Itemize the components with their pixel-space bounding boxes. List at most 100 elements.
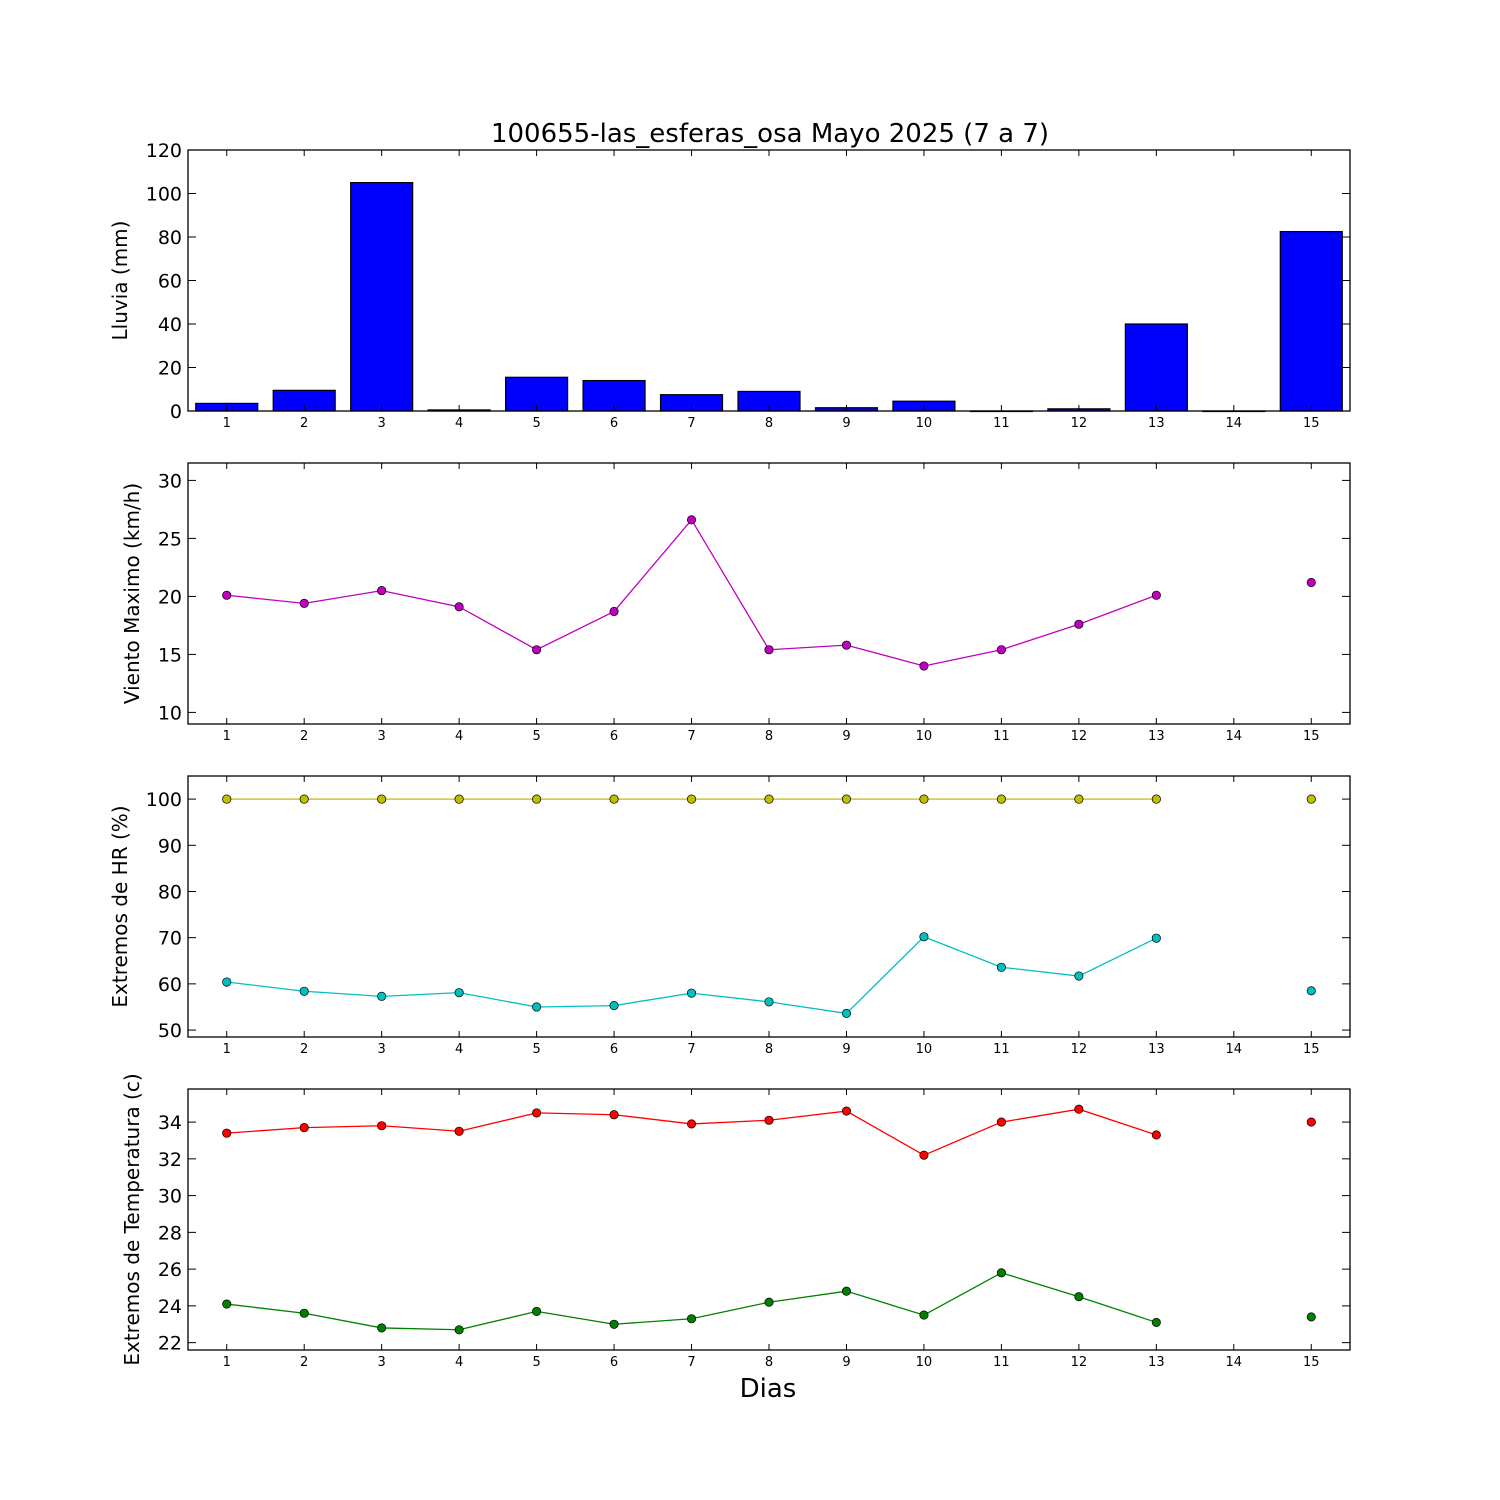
series-2-point-day-3 — [377, 1323, 387, 1333]
y-tick-label: 70 — [158, 928, 182, 950]
series-2-point-day-9 — [841, 1286, 852, 1296]
series-1-point-day-3 — [377, 794, 387, 804]
y-tick-label: 10 — [158, 702, 182, 724]
x-tick-label: 11 — [993, 416, 1010, 431]
series-2-point-day-1 — [222, 977, 232, 987]
series-1-point-day-4 — [454, 602, 464, 612]
series-2-point-day-12 — [1074, 971, 1084, 981]
x-tick-label: 12 — [1071, 416, 1088, 431]
x-tick-label: 1 — [223, 729, 231, 744]
x-tick-label: 6 — [610, 1042, 618, 1057]
x-tick-label: 14 — [1226, 1355, 1243, 1370]
x-tick-label: 5 — [532, 1042, 540, 1057]
x-tick-label: 7 — [687, 1355, 695, 1370]
series-1-point-day-6 — [609, 1110, 619, 1120]
chart-title: 100655-las_esferas_osa Mayo 2025 (7 a 7) — [491, 119, 1049, 149]
x-tick-label: 1 — [223, 1355, 231, 1370]
series-1-point-day-13 — [1151, 1130, 1161, 1140]
series-2-point-day-6 — [609, 1001, 619, 1011]
series-2-point-day-15 — [1306, 986, 1316, 996]
x-tick-label: 12 — [1071, 729, 1088, 744]
y-tick-label: 50 — [158, 1020, 182, 1042]
x-tick-label: 1 — [223, 416, 231, 431]
series-1-point-day-10 — [919, 794, 929, 804]
series-1-point-day-7 — [686, 515, 697, 525]
x-tick-label: 3 — [378, 729, 386, 744]
x-tick-label: 11 — [993, 729, 1010, 744]
series-1-point-day-6 — [609, 606, 619, 617]
series-1-point-day-15 — [1306, 794, 1316, 804]
series-1-point-day-1 — [222, 590, 232, 600]
series-1-point-day-7 — [686, 794, 697, 804]
y-tick-label: 90 — [158, 835, 182, 857]
series-1-point-day-2 — [299, 794, 309, 804]
series-2-point-day-10 — [919, 932, 929, 942]
series-1-point-day-13 — [1151, 794, 1161, 804]
panel-4: 1 2 3 4 5 6 7 8 9 10 11 12 13 14 1522242628303234Extre… — [120, 1073, 1351, 1370]
y-axis-label: Extremos de HR (%) — [108, 805, 132, 1007]
series-2-point-day-12 — [1074, 1292, 1084, 1302]
series-2-point-day-3 — [377, 991, 387, 1001]
x-tick-label: 10 — [916, 1355, 933, 1370]
y-tick-label: 34 — [158, 1112, 182, 1134]
series-2-point-day-11 — [996, 1268, 1006, 1278]
x-tick-label: 2 — [300, 729, 308, 744]
x-tick-label: 2 — [300, 1042, 308, 1057]
x-tick-label: 2 — [300, 1355, 308, 1370]
y-tick-label: 100 — [146, 184, 182, 206]
panel-1: 1 2 3 4 5 6 7 8 9 10 11 12 13 14 15020406080100120Lluv… — [108, 140, 1351, 431]
bar-day-3 — [350, 182, 414, 412]
y-tick-label: 20 — [158, 358, 182, 380]
y-axis-label: Viento Maximo (km/h) — [120, 483, 144, 704]
series-2-point-day-13 — [1151, 1317, 1161, 1327]
series-2-point-day-1 — [222, 1299, 232, 1309]
y-tick-label: 26 — [158, 1259, 182, 1281]
x-tick-label: 13 — [1148, 1355, 1165, 1370]
bar-day-15 — [1279, 230, 1343, 412]
y-tick-label: 120 — [146, 140, 182, 162]
x-tick-label: 14 — [1226, 416, 1243, 431]
x-tick-label: 14 — [1226, 1042, 1243, 1057]
x-tick-label: 5 — [532, 1355, 540, 1370]
x-tick-label: 5 — [532, 416, 540, 431]
series-1-point-day-1 — [222, 1128, 232, 1138]
series-1-point-day-1 — [222, 794, 232, 804]
series-2-point-day-4 — [454, 1325, 464, 1335]
series-1-point-day-2 — [299, 598, 309, 608]
x-tick-label: 3 — [378, 1042, 386, 1057]
x-tick-label: 8 — [765, 729, 773, 744]
x-tick-label: 11 — [993, 1355, 1010, 1370]
series-2-point-day-2 — [299, 1308, 309, 1318]
x-tick-label: 13 — [1148, 416, 1165, 431]
y-tick-label: 28 — [158, 1222, 182, 1244]
series-1-point-day-10 — [919, 661, 929, 671]
x-tick-label: 9 — [842, 416, 850, 431]
series-2-point-day-11 — [996, 962, 1006, 972]
x-tick-label: 9 — [842, 1042, 850, 1057]
series-1-point-day-15 — [1306, 1117, 1316, 1127]
y-tick-label: 60 — [158, 974, 182, 996]
x-tick-label: 1 — [223, 1042, 231, 1057]
x-tick-label: 4 — [455, 1355, 463, 1370]
x-tick-label: 15 — [1303, 1042, 1320, 1057]
series-2-point-day-2 — [299, 986, 309, 996]
series-1-point-day-12 — [1074, 619, 1084, 629]
y-tick-label: 30 — [158, 1186, 182, 1208]
series-1-point-day-12 — [1074, 794, 1084, 804]
series-1-point-day-7 — [686, 1119, 697, 1129]
series-2-point-day-8 — [764, 997, 774, 1007]
x-tick-label: 7 — [687, 1042, 695, 1057]
y-axis-label: Extremos de Temperatura (c) — [120, 1073, 144, 1365]
series-1-point-day-8 — [764, 794, 774, 804]
y-tick-label: 60 — [158, 271, 182, 293]
series-1-point-day-9 — [841, 640, 852, 650]
y-tick-label: 80 — [158, 881, 182, 903]
y-tick-label: 24 — [158, 1296, 182, 1318]
series-1-point-day-11 — [996, 645, 1006, 655]
series-2-point-day-5 — [532, 1002, 542, 1012]
x-tick-label: 4 — [455, 729, 463, 744]
bar-day-13 — [1124, 323, 1188, 412]
x-tick-label: 14 — [1226, 729, 1243, 744]
